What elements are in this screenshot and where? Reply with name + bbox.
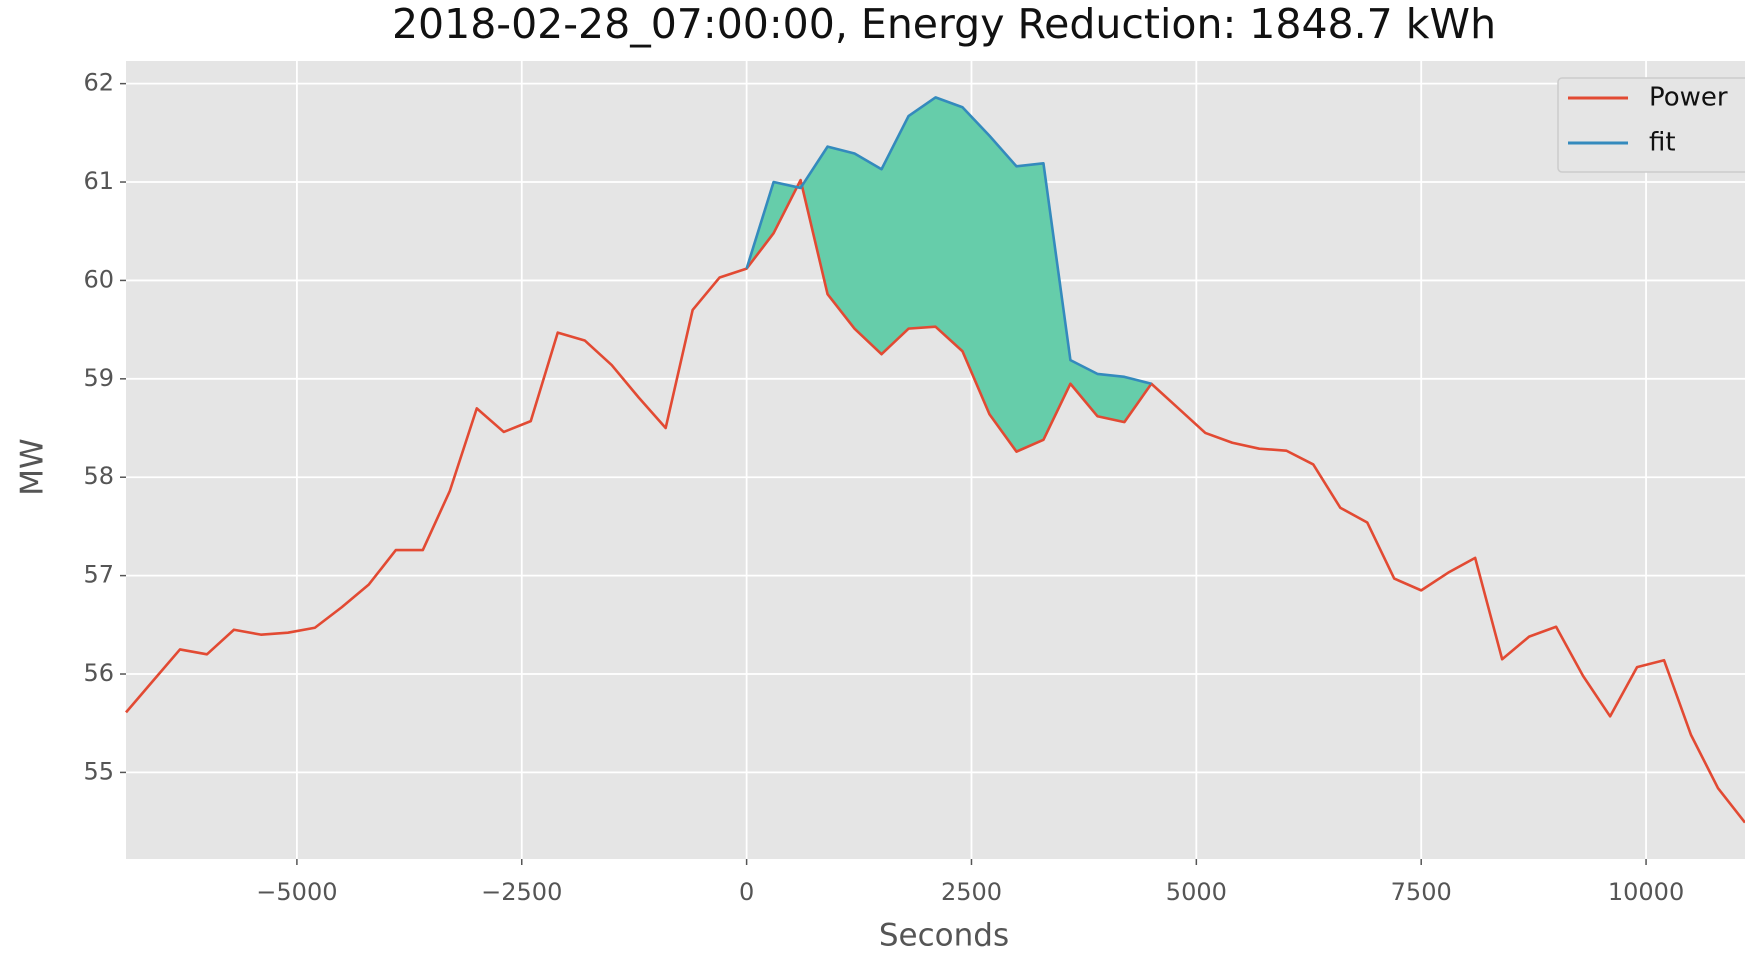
y-tick-label: 56 — [83, 659, 114, 687]
legend-label: Power — [1649, 83, 1728, 113]
x-axis-label: Seconds — [879, 918, 1009, 954]
x-tick-label: 5000 — [1166, 878, 1227, 906]
line-series — [125, 178, 1745, 824]
x-tick-label: 0 — [739, 878, 754, 906]
line-series — [745, 96, 1152, 386]
y-tick-label: 58 — [83, 462, 114, 490]
legend-label: fit — [1649, 128, 1676, 158]
legend-box — [1557, 77, 1745, 173]
chart-title: 2018-02-28_07:00:00, Energy Reduction: 1… — [392, 0, 1496, 48]
x-tick-label: 7500 — [1391, 878, 1452, 906]
x-tick-label: 10000 — [1608, 878, 1684, 906]
x-tick-label: −5000 — [256, 878, 337, 906]
y-tick-label: 60 — [83, 265, 114, 293]
y-tick-label: 55 — [83, 757, 114, 785]
y-tick-label: 62 — [83, 69, 114, 97]
x-tick-label: 2500 — [941, 878, 1002, 906]
y-axis-label: MW — [15, 438, 51, 495]
y-tick-label: 57 — [83, 561, 114, 589]
y-tick-label: 61 — [83, 167, 114, 195]
y-tick-label: 59 — [83, 364, 114, 392]
fill-area — [746, 97, 1152, 452]
x-tick-label: −2500 — [481, 878, 562, 906]
